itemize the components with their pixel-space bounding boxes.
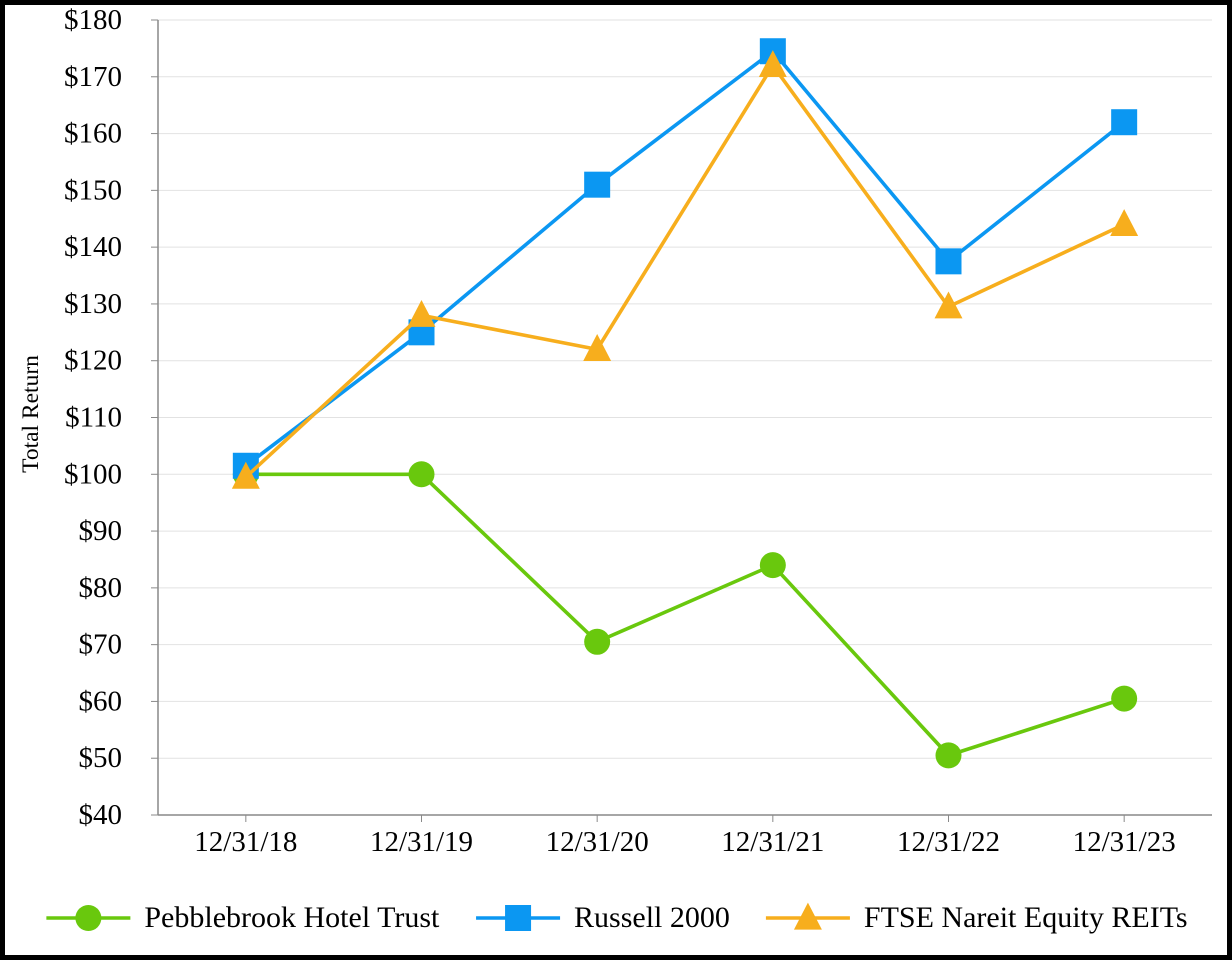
svg-text:12/31/23: 12/31/23 xyxy=(1073,826,1176,858)
svg-text:Russell 2000: Russell 2000 xyxy=(574,901,730,934)
svg-text:$80: $80 xyxy=(79,572,123,604)
svg-text:12/31/20: 12/31/20 xyxy=(546,826,649,858)
svg-text:$150: $150 xyxy=(64,174,122,206)
svg-text:$140: $140 xyxy=(64,231,122,263)
svg-text:$110: $110 xyxy=(65,402,122,434)
svg-text:$60: $60 xyxy=(79,685,123,717)
svg-text:$180: $180 xyxy=(64,4,122,36)
svg-text:$50: $50 xyxy=(79,742,123,774)
svg-text:$130: $130 xyxy=(64,288,122,320)
svg-text:Total Return: Total Return xyxy=(18,355,44,473)
svg-text:$160: $160 xyxy=(64,118,122,150)
svg-text:$120: $120 xyxy=(64,345,122,377)
svg-text:FTSE Nareit Equity REITs: FTSE Nareit Equity REITs xyxy=(864,901,1188,934)
svg-text:$40: $40 xyxy=(79,799,123,831)
svg-text:12/31/22: 12/31/22 xyxy=(897,826,1000,858)
svg-text:$100: $100 xyxy=(64,458,122,490)
svg-text:12/31/18: 12/31/18 xyxy=(194,826,297,858)
svg-text:12/31/21: 12/31/21 xyxy=(721,826,824,858)
svg-text:$70: $70 xyxy=(79,629,123,661)
svg-text:$90: $90 xyxy=(79,515,123,547)
svg-text:12/31/19: 12/31/19 xyxy=(370,826,473,858)
svg-text:Pebblebrook Hotel Trust: Pebblebrook Hotel Trust xyxy=(144,901,440,934)
svg-text:$170: $170 xyxy=(64,61,122,93)
